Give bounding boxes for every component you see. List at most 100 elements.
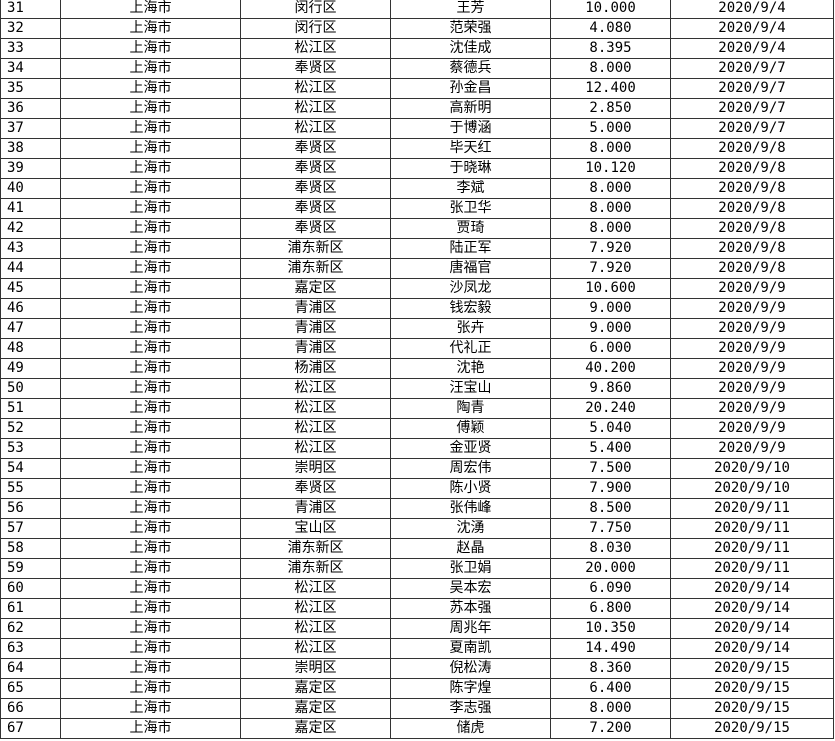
row-number: 62 [0, 618, 61, 639]
district: 奉贤区 [240, 198, 391, 219]
row-number: 47 [0, 318, 61, 339]
city: 上海市 [60, 378, 241, 399]
row-number: 43 [0, 238, 61, 259]
city: 上海市 [60, 638, 241, 659]
district: 闵行区 [240, 18, 391, 39]
city: 上海市 [60, 718, 241, 739]
district: 松江区 [240, 578, 391, 599]
city: 上海市 [60, 498, 241, 519]
name: 倪松涛 [390, 658, 551, 679]
table-row: 63 上海市 松江区 夏南凯 14.490 2020/9/14 [0, 638, 834, 659]
amount: 10.600 [550, 278, 671, 299]
district: 青浦区 [240, 498, 391, 519]
name: 周兆年 [390, 618, 551, 639]
amount: 7.920 [550, 238, 671, 259]
city: 上海市 [60, 18, 241, 39]
amount: 6.400 [550, 678, 671, 699]
table-row: 54 上海市 崇明区 周宏伟 7.500 2020/9/10 [0, 458, 834, 479]
date: 2020/9/14 [670, 598, 834, 619]
name: 储虎 [390, 718, 551, 739]
name: 孙金昌 [390, 78, 551, 99]
row-number: 35 [0, 78, 61, 99]
table-row: 41 上海市 奉贤区 张卫华 8.000 2020/9/8 [0, 198, 834, 219]
district: 浦东新区 [240, 538, 391, 559]
table-row: 67 上海市 嘉定区 储虎 7.200 2020/9/15 [0, 718, 834, 739]
table-row: 33 上海市 松江区 沈佳成 8.395 2020/9/4 [0, 38, 834, 59]
date: 2020/9/11 [670, 498, 834, 519]
city: 上海市 [60, 318, 241, 339]
table-row: 62 上海市 松江区 周兆年 10.350 2020/9/14 [0, 618, 834, 639]
date: 2020/9/8 [670, 138, 834, 159]
date: 2020/9/11 [670, 538, 834, 559]
district: 松江区 [240, 398, 391, 419]
city: 上海市 [60, 398, 241, 419]
table-row: 55 上海市 奉贤区 陈小贤 7.900 2020/9/10 [0, 478, 834, 499]
name: 张卉 [390, 318, 551, 339]
district: 崇明区 [240, 458, 391, 479]
amount: 12.400 [550, 78, 671, 99]
name: 沙凤龙 [390, 278, 551, 299]
table-row: 56 上海市 青浦区 张伟峰 8.500 2020/9/11 [0, 498, 834, 519]
name: 吴本宏 [390, 578, 551, 599]
row-number: 37 [0, 118, 61, 139]
name: 沈湧 [390, 518, 551, 539]
table-row: 38 上海市 奉贤区 毕天红 8.000 2020/9/8 [0, 138, 834, 159]
table-row: 57 上海市 宝山区 沈湧 7.750 2020/9/11 [0, 518, 834, 539]
date: 2020/9/4 [670, 0, 834, 19]
name: 陈小贤 [390, 478, 551, 499]
row-number: 48 [0, 338, 61, 359]
district: 嘉定区 [240, 278, 391, 299]
amount: 4.080 [550, 18, 671, 39]
date: 2020/9/7 [670, 98, 834, 119]
city: 上海市 [60, 538, 241, 559]
table-row: 32 上海市 闵行区 范荣强 4.080 2020/9/4 [0, 18, 834, 39]
city: 上海市 [60, 418, 241, 439]
amount: 8.000 [550, 58, 671, 79]
table-row: 58 上海市 浦东新区 赵晶 8.030 2020/9/11 [0, 538, 834, 559]
district: 崇明区 [240, 658, 391, 679]
row-number: 32 [0, 18, 61, 39]
name: 李斌 [390, 178, 551, 199]
amount: 8.030 [550, 538, 671, 559]
date: 2020/9/9 [670, 278, 834, 299]
table-row: 47 上海市 青浦区 张卉 9.000 2020/9/9 [0, 318, 834, 339]
amount: 2.850 [550, 98, 671, 119]
name: 张伟峰 [390, 498, 551, 519]
date: 2020/9/15 [670, 658, 834, 679]
table-row: 45 上海市 嘉定区 沙凤龙 10.600 2020/9/9 [0, 278, 834, 299]
row-number: 58 [0, 538, 61, 559]
date: 2020/9/10 [670, 478, 834, 499]
city: 上海市 [60, 258, 241, 279]
table-row: 31 上海市 闵行区 王芳 10.000 2020/9/4 [0, 0, 834, 19]
district: 奉贤区 [240, 178, 391, 199]
name: 金亚贤 [390, 438, 551, 459]
name: 于博涵 [390, 118, 551, 139]
date: 2020/9/10 [670, 458, 834, 479]
city: 上海市 [60, 198, 241, 219]
district: 浦东新区 [240, 558, 391, 579]
district: 奉贤区 [240, 478, 391, 499]
amount: 5.000 [550, 118, 671, 139]
city: 上海市 [60, 478, 241, 499]
row-number: 46 [0, 298, 61, 319]
district: 松江区 [240, 438, 391, 459]
row-number: 61 [0, 598, 61, 619]
row-number: 66 [0, 698, 61, 719]
date: 2020/9/14 [670, 578, 834, 599]
city: 上海市 [60, 118, 241, 139]
district: 嘉定区 [240, 678, 391, 699]
date: 2020/9/7 [670, 58, 834, 79]
name: 苏本强 [390, 598, 551, 619]
date: 2020/9/8 [670, 178, 834, 199]
district: 嘉定区 [240, 718, 391, 739]
amount: 8.000 [550, 198, 671, 219]
name: 范荣强 [390, 18, 551, 39]
row-number: 39 [0, 158, 61, 179]
row-number: 51 [0, 398, 61, 419]
row-number: 36 [0, 98, 61, 119]
row-number: 31 [0, 0, 61, 19]
table-row: 50 上海市 松江区 汪宝山 9.860 2020/9/9 [0, 378, 834, 399]
date: 2020/9/7 [670, 78, 834, 99]
amount: 9.000 [550, 298, 671, 319]
